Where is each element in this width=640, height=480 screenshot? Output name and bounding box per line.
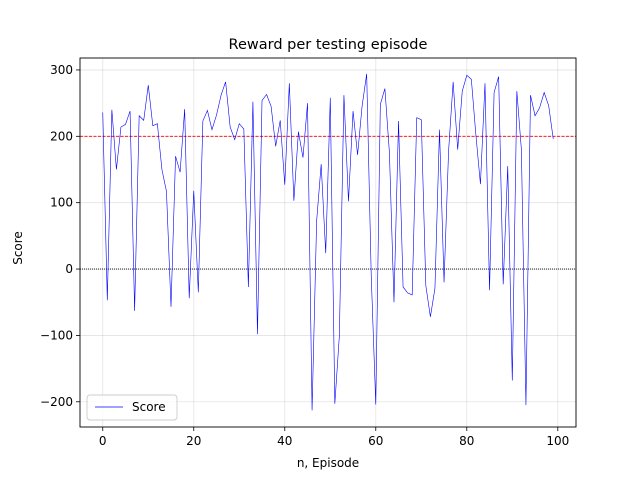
x-tick-label: 20 [186, 434, 201, 448]
series-layer [102, 73, 554, 411]
y-tick-label: −100 [40, 328, 73, 342]
x-axis-ticks: 0 20 40 60 80 100 [99, 427, 569, 448]
x-tick-label: 0 [99, 434, 107, 448]
legend-box [86, 394, 178, 421]
series-line-score [102, 73, 554, 411]
y-tick-label: 200 [50, 129, 73, 143]
x-tick-label: 80 [459, 434, 474, 448]
x-axis-label: n, Episode [297, 456, 359, 470]
reference-lines [80, 135, 576, 270]
x-tick-label: 100 [546, 434, 569, 448]
legend: Score [86, 394, 178, 421]
y-axis-label: Score [11, 231, 25, 265]
y-axis-ticks: −200 −100 0 100 200 300 [40, 63, 80, 409]
y-tick-label: −200 [40, 395, 73, 409]
y-tick-label: 300 [50, 63, 73, 77]
y-tick-label: 100 [50, 196, 73, 210]
chart-title: Reward per testing episode [229, 37, 428, 53]
y-tick-label: 0 [65, 262, 73, 276]
x-tick-label: 60 [368, 434, 383, 448]
legend-entry-score: Score [132, 400, 166, 414]
plot-frame [79, 57, 577, 428]
x-tick-label: 40 [277, 434, 292, 448]
